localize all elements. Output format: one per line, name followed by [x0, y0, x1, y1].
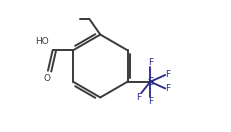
- Text: O: O: [43, 74, 50, 83]
- Text: F: F: [136, 93, 141, 102]
- Text: F: F: [164, 84, 170, 93]
- Text: HO: HO: [35, 37, 49, 46]
- Text: F: F: [164, 70, 170, 79]
- Text: S: S: [147, 77, 153, 87]
- Text: F: F: [147, 58, 152, 67]
- Text: F: F: [147, 97, 152, 106]
